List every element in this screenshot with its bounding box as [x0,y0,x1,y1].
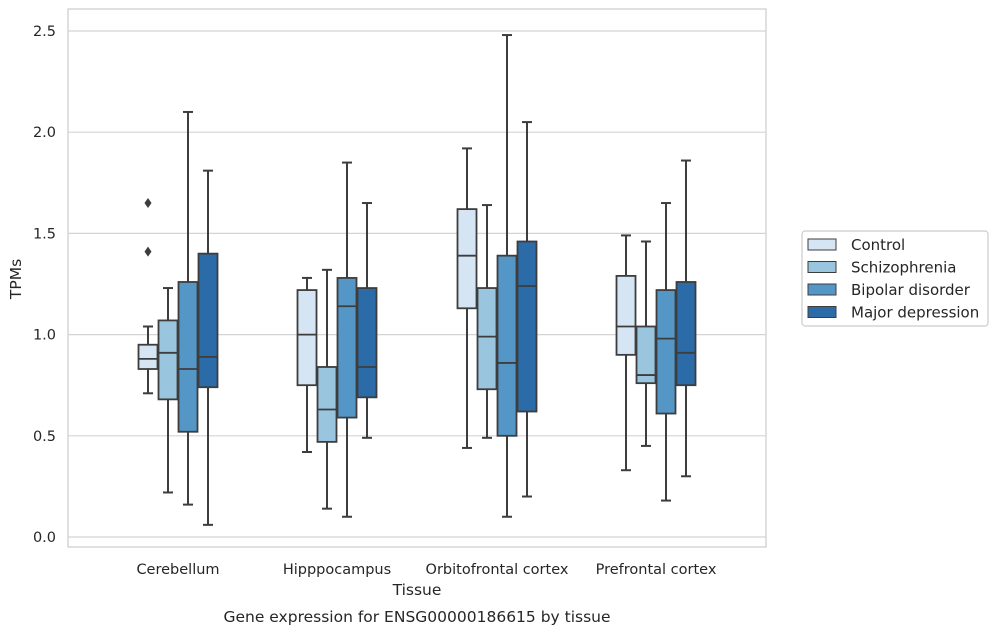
box [635,240,657,447]
series-major-depression [197,121,697,526]
box-body [615,275,637,356]
box [675,159,697,478]
legend-frame [801,230,989,327]
outlier-marker [144,198,152,209]
legend-swatch [807,283,837,296]
outlier-marker [144,246,152,257]
box-body [316,366,338,443]
box-body [137,343,159,370]
legend-swatch [807,261,837,273]
chart-caption: Gene expression for ENSG00000186615 by t… [223,608,610,626]
box [516,121,538,498]
legend-label: Schizophrenia [851,259,956,277]
box [655,202,677,502]
x-axis-ticks: Cerebellum Hipppocampus Orbitofrontal cort… [136,562,716,578]
x-tick-label: Orbitofrontal cortex [426,562,569,578]
box-body [516,240,538,413]
legend-label: Major depression [851,304,979,322]
box [137,198,159,395]
plot-area [67,8,767,548]
box-body [356,287,378,399]
box [615,234,637,472]
legend-item: Schizophrenia [807,259,956,277]
y-axis-label: TPMs [7,259,25,300]
x-tick-label: Prefrontal cortex [596,562,717,578]
y-tick-label: 2.0 [33,125,56,141]
box [476,204,498,439]
legend-label: Control [851,236,905,254]
y-tick-label: 2.5 [33,24,56,40]
box [157,287,179,494]
legend-item: Major depression [807,304,979,322]
box-body [157,319,179,401]
box-body [655,289,677,415]
series-schizophrenia [157,204,657,510]
box [296,276,318,453]
y-tick-label: 1.0 [33,328,56,344]
series-control [137,147,637,472]
legend-item: Control [807,236,905,254]
legend: Control Schizophrenia Bipolar disorder Majo… [801,230,989,327]
y-tick-label: 1.5 [33,226,56,242]
y-tick-label: 0.5 [33,429,56,445]
x-tick-label: Cerebellum [136,562,219,578]
box [356,202,378,439]
box [316,268,338,510]
box-body [675,281,697,387]
box [177,110,199,506]
legend-item: Bipolar disorder [807,281,971,299]
box-body [296,289,318,387]
box-body [635,325,657,385]
box-body [476,287,498,391]
x-tick-label: Hipppocampus [283,562,391,578]
y-axis-ticks: 0.0 0.5 1.0 1.5 2.0 2.5 [33,24,56,546]
legend-label: Bipolar disorder [851,281,971,299]
box-body [456,208,478,310]
legend-swatch [807,238,837,251]
box-body [336,277,358,419]
series-bipolar-disorder [177,34,677,518]
legend-swatch [807,306,837,318]
box-body [177,281,199,433]
box-body [197,252,219,389]
box [197,169,219,526]
y-tick-label: 0.0 [33,530,56,546]
box [496,34,518,518]
box [336,161,358,518]
plot-frame [67,8,767,548]
box [456,147,478,449]
x-axis-label: Tissue [392,581,442,599]
box-body [496,254,518,437]
